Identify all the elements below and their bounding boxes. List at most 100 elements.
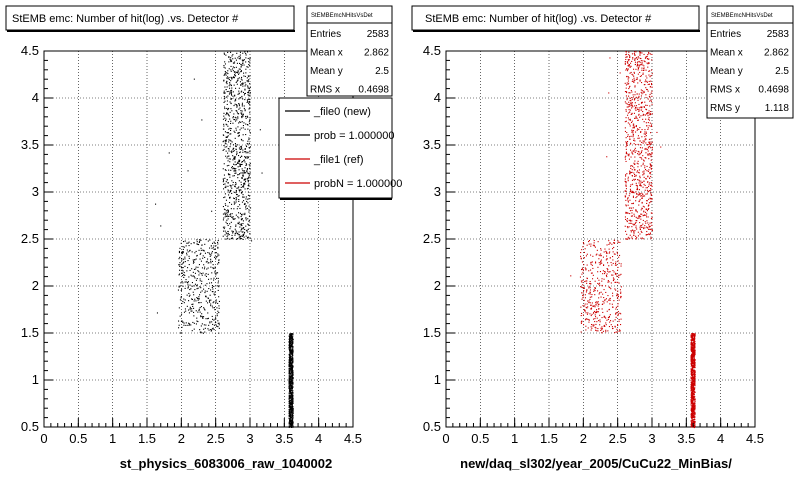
scatter-point [189,308,191,310]
scatter-point [635,197,637,199]
scatter-point [643,68,645,70]
scatter-point [245,57,247,59]
scatter-point [649,163,651,165]
scatter-point [248,137,250,139]
scatter-point [232,70,234,72]
scatter-point [592,325,594,327]
scatter-point [597,241,599,243]
scatter-point [247,172,249,174]
scatter-point [182,262,184,264]
scatter-point [691,359,693,361]
scatter-point [692,345,694,347]
scatter-point [242,175,244,177]
scatter-point [640,237,642,239]
scatter-point [631,171,633,173]
scatter-point [247,66,249,68]
scatter-point [190,243,192,245]
scatter-point [185,322,187,324]
scatter-point [292,398,294,400]
scatter-point [624,91,626,93]
scatter-point [605,331,607,333]
scatter-point [644,225,646,227]
scatter-point [691,374,693,376]
scatter-point [249,83,251,85]
scatter-point [614,281,616,283]
scatter-point [244,167,246,169]
scatter-point [291,389,293,391]
scatter-point [631,169,633,171]
stat-value-4: 1.118 [765,103,790,114]
scatter-point [644,84,646,86]
scatter-point [649,76,651,78]
scatter-point [193,307,195,309]
scatter-point [628,51,630,53]
scatter-points [570,51,696,429]
scatter-point [691,409,693,411]
scatter-point [229,202,231,204]
scatter-point [235,238,237,240]
scatter-point [694,353,696,355]
scatter-point [612,306,614,308]
scatter-point [233,84,235,86]
scatter-point [646,202,648,204]
scatter-point [631,91,633,93]
scatter-point [230,143,232,145]
scatter-point [691,400,693,402]
scatter-point [292,377,294,379]
scatter-point [242,127,244,129]
scatter-point [291,356,293,358]
scatter-point [694,350,696,352]
scatter-point [188,264,190,266]
scatter-point [242,234,244,236]
scatter-point [585,325,587,327]
scatter-point [240,223,242,225]
scatter-point [593,242,595,244]
scatter-point [228,234,230,236]
scatter-point [643,210,645,212]
scatter-point [614,273,616,275]
scatter-point [588,243,590,245]
scatter-point [289,416,291,418]
scatter-point [206,268,208,270]
scatter-point [639,98,641,100]
scatter-point [690,390,692,392]
scatter-point [636,78,638,80]
scatter-point [200,252,202,254]
scatter-point [288,360,290,362]
scatter-point [289,387,291,389]
scatter-point [246,169,248,171]
scatter-point [645,222,647,224]
scatter-point [240,71,242,73]
scatter-point [224,139,226,141]
scatter-point [200,306,202,308]
scatter-point [691,337,693,339]
scatter-point [691,368,693,370]
scatter-point [234,184,236,186]
scatter-point [217,263,219,265]
scatter-point [245,68,247,70]
scatter-point [243,105,245,107]
scatter-point [238,147,240,149]
scatter-point [187,170,189,172]
scatter-point [629,109,631,111]
scatter-point [184,261,186,263]
scatter-point [207,328,209,330]
scatter-point [240,224,242,226]
scatter-point [693,427,695,429]
scatter-point [648,117,650,119]
scatter-point [238,77,240,79]
scatter-point [634,117,636,119]
y-tick-label: 4.5 [423,43,441,58]
scatter-point [249,146,251,148]
scatter-point [213,277,215,279]
scatter-point [633,178,635,180]
scatter-point [636,65,638,67]
scatter-point [289,373,291,375]
scatter-point [230,108,232,110]
scatter-point [247,51,249,53]
scatter-point [584,267,586,269]
scatter-point [604,248,606,250]
scatter-point [214,309,216,311]
scatter-point [229,111,231,113]
scatter-point [210,262,212,264]
